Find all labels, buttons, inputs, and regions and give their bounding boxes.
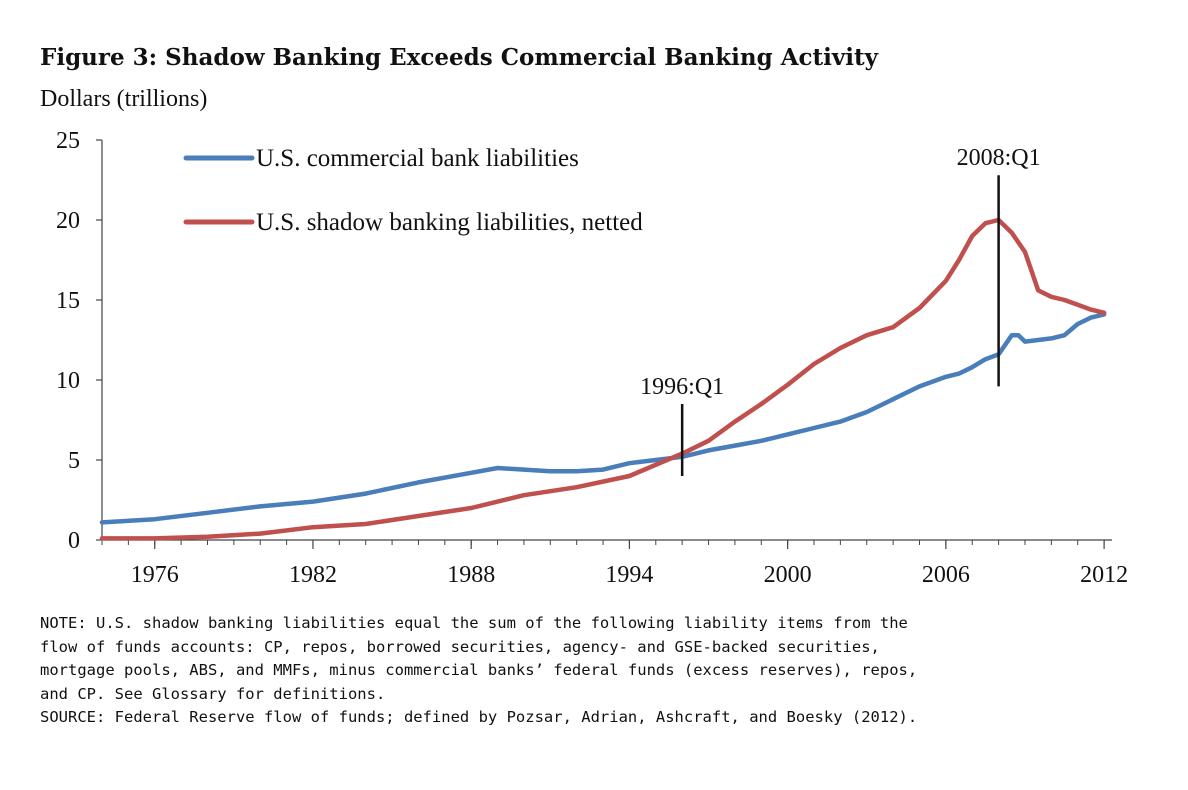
annotation-label: 2008:Q1 <box>957 145 1041 171</box>
annotation-layer: 1996:Q1 2008:Q1 <box>640 145 1041 476</box>
x-tick-label: 2006 <box>922 562 970 588</box>
legend: U.S. commercial bank liabilities U.S. sha… <box>183 145 643 236</box>
x-tick-label: 1994 <box>605 562 653 588</box>
note-line: flow of funds accounts: CP, repos, borro… <box>40 637 880 656</box>
annotation-label: 1996:Q1 <box>640 374 724 400</box>
x-tick-label: 2012 <box>1080 562 1128 588</box>
figure-title: Figure 3: Shadow Banking Exceeds Commerc… <box>40 44 879 71</box>
y-tick-label: 15 <box>56 288 80 314</box>
note-line: NOTE: U.S. shadow banking liabilities eq… <box>40 614 908 632</box>
y-tick-label: 20 <box>56 208 80 234</box>
x-tick-label: 1976 <box>131 562 179 588</box>
y-axis-label: Dollars (trillions) <box>40 86 208 112</box>
y-tick-label: 0 <box>68 528 80 554</box>
legend-label-1: U.S. commercial bank liabilities <box>256 145 579 172</box>
y-tick-label: 10 <box>56 368 80 394</box>
series-line-1 <box>99 312 1107 525</box>
x-tick-label: 1988 <box>447 562 495 588</box>
series-layer <box>99 217 1107 541</box>
y-tick-label: 25 <box>56 128 80 154</box>
y-tick-label: 5 <box>68 448 80 474</box>
x-tick-label: 1982 <box>289 562 337 588</box>
note-line: mortgage pools, ABS, and MMFs, minus com… <box>40 661 918 679</box>
source-line: SOURCE: Federal Reserve flow of funds; d… <box>40 708 918 726</box>
note-line: and CP. See Glossary for definitions. <box>40 684 386 703</box>
chart-note: NOTE: U.S. shadow banking liabilities eq… <box>40 612 1160 730</box>
line-chart: 0 5 10 15 20 25 1976 1982 1988 1994 2000 2006 2012 1… <box>56 128 1128 588</box>
x-tick-label: 2000 <box>764 562 812 588</box>
series-line-2 <box>99 217 1107 541</box>
legend-label-2: U.S. shadow banking liabilities, netted <box>256 209 643 236</box>
axes: 0 5 10 15 20 25 1976 1982 1988 1994 2000 2006 2012 <box>56 128 1128 588</box>
